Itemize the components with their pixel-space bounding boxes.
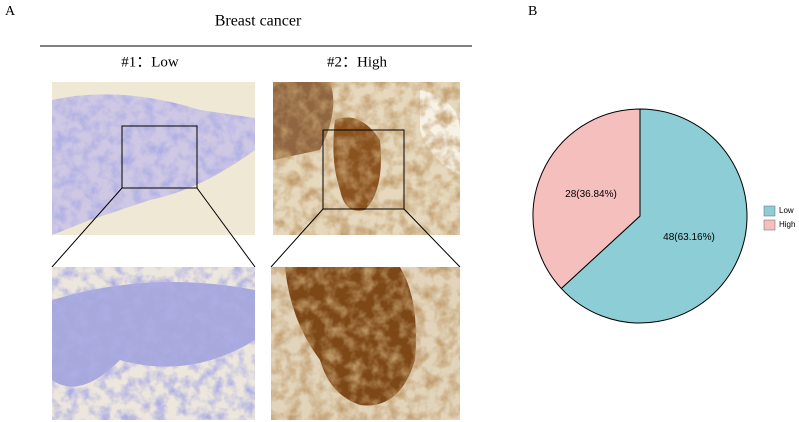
panel-label: B: [528, 4, 537, 19]
panel-label: A: [5, 4, 16, 19]
zoom-box: [322, 129, 405, 210]
legend-label: High: [779, 220, 795, 229]
column-label: #2：High: [327, 54, 388, 70]
pie-slice: [560, 108, 748, 324]
zoom-box: [121, 125, 198, 189]
micrograph: [273, 82, 460, 235]
zoom-line: [403, 208, 461, 268]
micrograph: [52, 267, 255, 420]
legend-label: Low: [779, 206, 794, 215]
micrograph: [271, 267, 460, 420]
column-label: #1：Low: [121, 54, 179, 70]
zoom-line: [196, 187, 256, 268]
legend-swatch: [763, 205, 776, 217]
slice-label: 28(36.84%): [565, 189, 617, 200]
panel-title: Breast cancer: [215, 13, 302, 30]
zoom-line: [270, 208, 324, 268]
slice-label: 48(63.16%): [663, 232, 715, 243]
zoom-line: [51, 187, 123, 268]
pie-chart: 48(63.16%) 28(36.84%) Low High: [532, 108, 795, 324]
legend-swatch: [763, 219, 776, 231]
pie-slice: [532, 108, 641, 290]
micrograph: [52, 82, 255, 235]
